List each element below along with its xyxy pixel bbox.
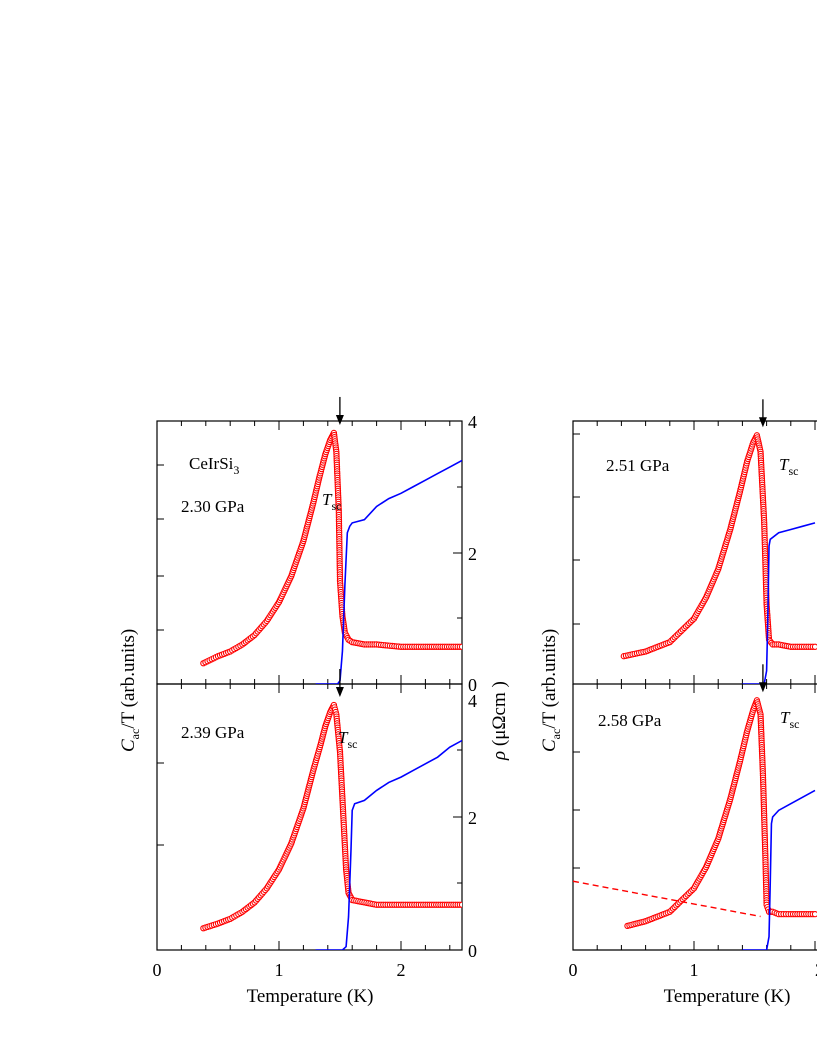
series-group-right-bottom <box>573 697 817 950</box>
left-y-label-sub: ac <box>128 729 142 740</box>
rho-tick-bottom-4: 4 <box>468 691 477 711</box>
compound-base: CeIrSi <box>189 454 234 473</box>
resistivity-line-right-top <box>742 522 816 684</box>
tsc-arrow-head-left-bottom <box>335 687 344 697</box>
right-y-label-rest: /T (arb.units) <box>539 629 560 729</box>
heat-capacity-point <box>458 901 462 908</box>
rho-tick-top-0: 0 <box>468 675 477 695</box>
left-x-tick-label-1: 1 <box>275 960 284 980</box>
rho-tick-bottom-2: 2 <box>468 808 477 828</box>
resistivity-line-right-bottom <box>742 789 816 950</box>
tsc-arrow-head-right-top <box>758 417 767 428</box>
pressure-label-239: 2.39 GPa <box>181 723 245 742</box>
pressure-label-258: 2.58 GPa <box>598 711 662 730</box>
tsc-label-258: Tsc <box>780 708 799 731</box>
extrapolation-line-right-bottom <box>573 880 761 918</box>
rho-tick-bottom-0: 0 <box>468 941 477 961</box>
resistivity-line-left-bottom <box>315 739 462 950</box>
rho-unit: (μΩcm ) <box>489 681 510 751</box>
heat-capacity-point <box>458 643 462 650</box>
axis-ticks <box>156 420 816 951</box>
series-group-left-bottom <box>200 701 462 950</box>
pressure-label-251: 2.51 GPa <box>606 456 670 475</box>
right-x-tick-label-0: 0 <box>569 960 578 980</box>
resistivity-line-left-top <box>315 459 462 684</box>
series-group-left-top <box>200 429 462 684</box>
heat-capacity-point <box>811 643 817 650</box>
tsc-arrow-head-right-bottom <box>758 682 767 693</box>
series-group-right-top <box>620 432 817 684</box>
right-top-panel-frame <box>572 420 817 685</box>
right-x-tick-label-1: 1 <box>690 960 699 980</box>
left-y-label-main: C <box>118 739 139 752</box>
series-layer <box>200 429 817 950</box>
compound-label: CeIrSi3 <box>189 454 239 477</box>
right-figure-frames <box>572 420 817 951</box>
pressure-label-230: 2.30 GPa <box>181 497 245 516</box>
right-x-tick-label-2: 2 <box>815 960 817 980</box>
tsc-arrow-head-left-top <box>335 414 344 425</box>
right-y-axis-label-cac: Cac/T (arb.units) <box>539 629 563 752</box>
left-y-label-rest: /T (arb.units) <box>118 629 139 729</box>
rho-symbol: ρ <box>489 751 510 761</box>
left-x-tick-label-2: 2 <box>397 960 406 980</box>
heat-capacity-point <box>811 911 817 918</box>
tsc-label-239: Tsc <box>338 728 357 751</box>
left-x-tick-label-0: 0 <box>153 960 162 980</box>
rho-tick-top-2: 2 <box>468 544 477 564</box>
rho-tick-top-4: 4 <box>468 412 477 432</box>
tsc-label-230: Tsc <box>322 490 341 513</box>
heat-capacity-line-left-top <box>203 430 462 664</box>
tsc-label-251: Tsc <box>779 455 798 478</box>
left-y-axis-label: Cac/T (arb.units) <box>118 629 142 752</box>
left-x-axis-label: Temperature (K) <box>247 986 374 1007</box>
rho-axis-label: ρ (μΩcm ) <box>489 681 510 761</box>
right-y-label-main: C <box>539 739 560 752</box>
right-y-label-sub: ac <box>549 729 563 740</box>
tsc-arrows <box>335 396 767 697</box>
heat-capacity-line-right-bottom <box>627 698 815 927</box>
compound-sub: 3 <box>233 463 239 477</box>
right-x-axis-label: Temperature (K) <box>664 986 791 1007</box>
